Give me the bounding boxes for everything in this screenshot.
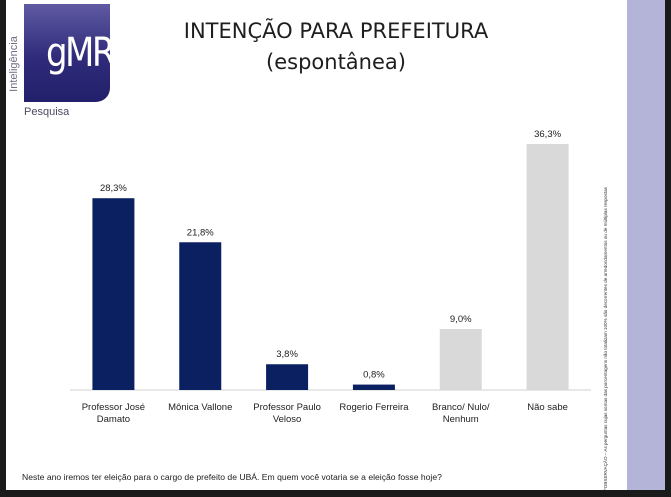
- bar: [352, 384, 395, 390]
- title-line-1: INTENÇÃO PARA PREFEITURA: [183, 19, 489, 43]
- category-label: Professor Paulo: [253, 402, 321, 413]
- logo-brand: gMR: [46, 30, 115, 76]
- chart-title: INTENÇÃO PARA PREFEITURA (espontânea): [156, 16, 516, 78]
- category-label: Damato: [97, 414, 130, 425]
- slide: gMR Inteligência Pesquisa INTENÇÃO PARA …: [6, 0, 665, 490]
- bar: [92, 198, 135, 390]
- logo-sub: Pesquisa: [24, 106, 70, 118]
- gmr-logo: gMR Inteligência Pesquisa: [8, 2, 122, 120]
- category-label: Rogerio Ferreira: [339, 402, 409, 413]
- data-label: 36,3%: [534, 129, 561, 140]
- category-label: Mônica Vallone: [168, 402, 232, 413]
- data-label: 3,8%: [276, 349, 298, 360]
- data-label: 21,8%: [187, 227, 214, 238]
- bar: [179, 242, 222, 390]
- title-line-2: (espontânea): [266, 50, 406, 74]
- survey-question: Neste ano iremos ter eleição para o carg…: [22, 472, 442, 482]
- bar: [439, 329, 482, 390]
- data-label: 0,8%: [363, 370, 385, 381]
- category-label: Branco/ Nulo/: [432, 402, 490, 413]
- data-label: 9,0%: [450, 314, 472, 325]
- category-label: Professor José: [82, 402, 145, 413]
- bar: [526, 144, 569, 390]
- category-label: Não sabe: [527, 402, 568, 413]
- bar: [266, 364, 309, 390]
- category-label: Nenhum: [443, 414, 479, 425]
- data-label: 28,3%: [100, 183, 127, 194]
- side-bar: [627, 0, 665, 490]
- logo-box: gMR: [24, 4, 115, 102]
- category-label: Veloso: [273, 414, 302, 425]
